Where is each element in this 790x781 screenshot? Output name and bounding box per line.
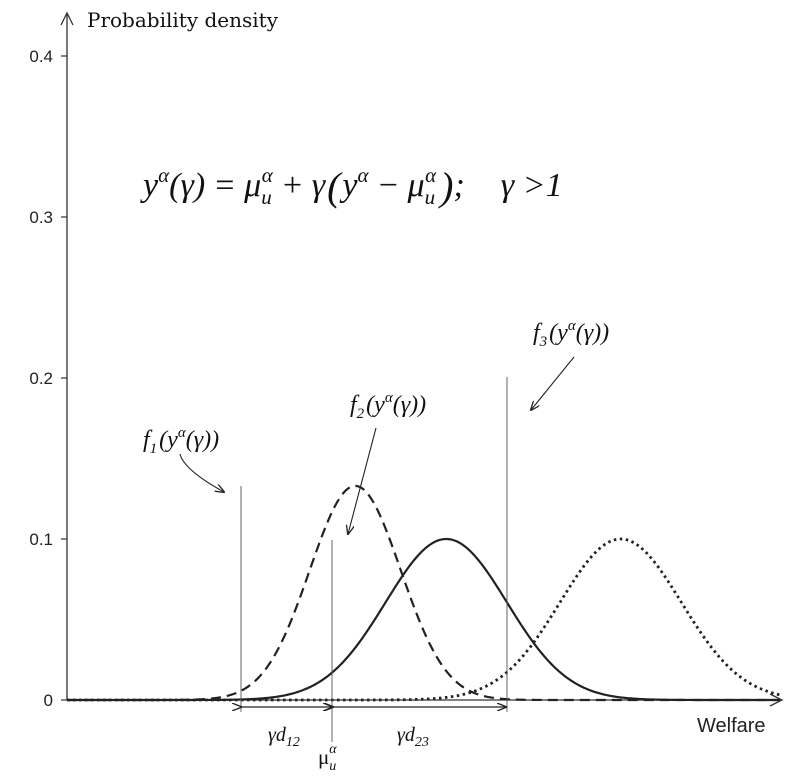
label-f3: f3(yα(γ)): [533, 318, 609, 350]
y-tick-label: 0: [44, 691, 53, 710]
y-axis-arrow-icon: [60, 11, 74, 26]
label-gamma-d12: γd12: [268, 724, 300, 750]
y-tick-label: 0.2: [29, 369, 53, 388]
y-tick-label: 0.4: [29, 47, 53, 66]
y-tick-label: 0.1: [29, 530, 53, 549]
series-line-f2: [67, 537, 780, 702]
label-f1: f1(yα(γ)): [143, 425, 219, 457]
series-line-f3: [67, 537, 781, 702]
pointer-arrow-f1: [179, 453, 224, 492]
equation: yα(γ) = μuα + γ(yα − μuα); γ >1: [140, 163, 563, 209]
pointer-arrow-f3: [531, 356, 575, 410]
label-gamma-d23: γd23: [397, 724, 429, 750]
series-line-f1: [67, 484, 780, 702]
x-axis-label: Welfare: [697, 715, 766, 737]
y-axis-label: Probability density: [87, 8, 279, 32]
label-mu-u-alpha: μuα: [318, 742, 337, 774]
series-curves: [67, 484, 781, 702]
pointer-arrow-f2: [348, 427, 377, 534]
label-f2: f2(yα(γ)): [350, 390, 426, 422]
y-ticks: 0 0.1 0.2 0.3 0.4: [29, 47, 67, 710]
x-axis-arrow-icon: [769, 693, 784, 707]
y-tick-label: 0.3: [29, 208, 53, 227]
